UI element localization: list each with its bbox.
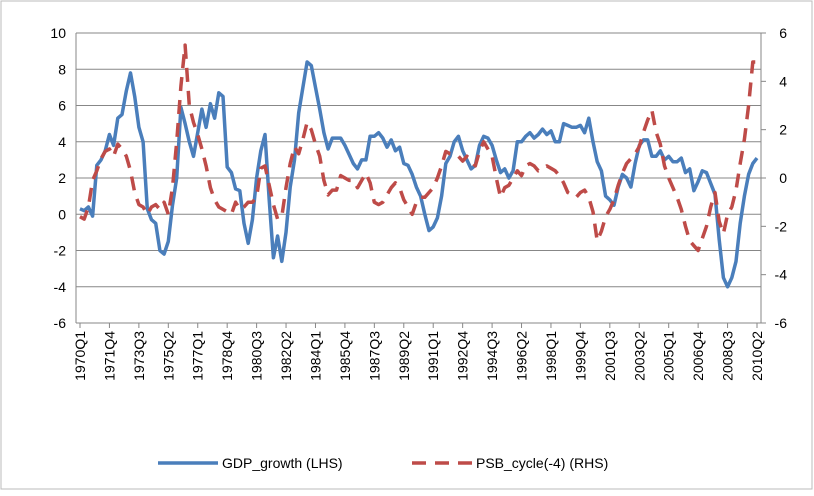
y-tick-label: -2 xyxy=(54,243,67,259)
y2-tick-label: 0 xyxy=(779,170,787,186)
x-tick-label: 1970Q1 xyxy=(72,331,88,381)
x-tick-label: 1989Q2 xyxy=(396,331,412,381)
y2-tick-label: -4 xyxy=(775,267,788,283)
x-tick-label: 2003Q2 xyxy=(631,331,647,381)
y2-tick-label: -6 xyxy=(775,315,788,331)
y-tick-label: 2 xyxy=(58,170,66,186)
y-tick-label: 0 xyxy=(58,206,66,222)
x-tick-label: 1987Q3 xyxy=(366,331,382,381)
x-tick-label: 2001Q3 xyxy=(602,331,618,381)
legend-label: PSB_cycle(-4) (RHS) xyxy=(476,455,608,471)
x-tick-label: 2010Q2 xyxy=(749,331,765,381)
x-tick-label: 1994Q3 xyxy=(484,331,500,381)
x-tick-label: 1996Q2 xyxy=(514,331,530,381)
y2-tick-label: 6 xyxy=(779,25,787,41)
x-tick-label: 1984Q1 xyxy=(307,331,323,381)
y-tick-label: 10 xyxy=(50,25,66,41)
x-tick-label: 2006Q4 xyxy=(690,331,706,381)
y-tick-label: 4 xyxy=(58,134,66,150)
series-line xyxy=(79,60,759,289)
y-tick-label: 8 xyxy=(58,61,66,77)
y2-tick-label: 2 xyxy=(779,122,787,138)
y2-tick-label: 4 xyxy=(779,73,787,89)
y-tick-label: 6 xyxy=(58,98,66,114)
x-tick-label: 1982Q2 xyxy=(278,331,294,381)
x-tick-label: 1998Q1 xyxy=(543,331,559,381)
x-tick-label: 1978Q4 xyxy=(219,331,235,381)
x-tick-label: 1980Q3 xyxy=(249,331,265,381)
x-tick-label: 1985Q4 xyxy=(337,331,353,381)
x-tick-label: 1973Q3 xyxy=(131,331,147,381)
x-tick-label: 2005Q1 xyxy=(661,331,677,381)
legend-label: GDP_growth (LHS) xyxy=(222,455,343,471)
x-tick-label: 1992Q4 xyxy=(455,331,471,381)
x-tick-label: 1975Q2 xyxy=(160,331,176,381)
x-tick-label: 2008Q3 xyxy=(720,331,736,381)
y2-tick-label: -2 xyxy=(775,218,788,234)
y-tick-label: -6 xyxy=(54,315,67,331)
x-tick-label: 1991Q1 xyxy=(425,331,441,381)
x-tick-label: 1999Q4 xyxy=(572,331,588,381)
y-tick-label: -4 xyxy=(54,279,67,295)
x-tick-label: 1971Q4 xyxy=(101,331,117,381)
series-line xyxy=(79,43,757,253)
x-tick-label: 1977Q1 xyxy=(190,331,206,381)
